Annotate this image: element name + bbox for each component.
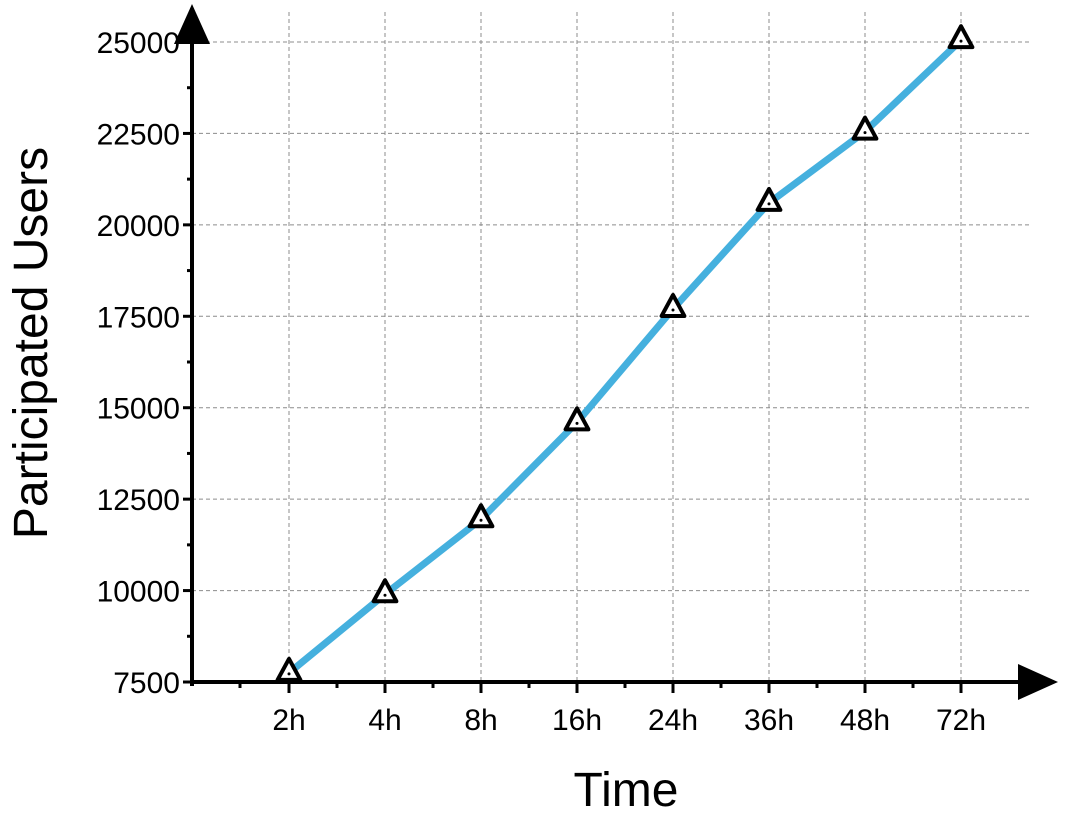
marker-center-dot <box>767 202 771 206</box>
marker-center-dot <box>287 672 291 676</box>
grid <box>192 12 1030 682</box>
y-tick-label: 25000 <box>97 27 180 60</box>
x-tick-label: 72h <box>936 704 986 737</box>
x-tick-label: 16h <box>552 704 602 737</box>
y-tick-label: 22500 <box>97 118 180 151</box>
marker-center-dot <box>479 518 483 522</box>
triangle-marker-icon <box>371 578 399 604</box>
triangle-marker-icon <box>851 115 879 141</box>
y-axis-arrow-icon <box>174 4 210 44</box>
triangle-marker-icon <box>563 406 591 432</box>
marker-center-dot <box>575 421 579 425</box>
series-markers <box>275 24 975 682</box>
y-tick-label: 12500 <box>97 484 180 517</box>
tick-labels: 7500 10000 12500 15000 17500 20000 22500 25000 2… <box>97 27 986 737</box>
triangle-marker-icon <box>755 186 783 212</box>
marker-center-dot <box>383 593 387 597</box>
marker-center-dot <box>863 131 867 135</box>
triangle-marker-icon <box>947 24 975 50</box>
triangle-marker-icon <box>659 292 687 318</box>
series-line-group <box>285 36 965 677</box>
x-axis-arrow-icon <box>1018 664 1058 700</box>
axes <box>174 4 1058 700</box>
y-tick-label: 17500 <box>97 301 180 334</box>
triangle-marker-icon <box>467 503 495 529</box>
x-tick-label: 4h <box>368 704 401 737</box>
x-tick-label: 2h <box>272 704 305 737</box>
series-line <box>285 36 965 677</box>
marker-center-dot <box>959 39 963 43</box>
x-tick-label: 8h <box>464 704 497 737</box>
x-tick-label: 36h <box>744 704 794 737</box>
y-tick-label: 15000 <box>97 393 180 426</box>
marker-center-dot <box>671 308 675 312</box>
y-tick-label: 10000 <box>97 576 180 609</box>
y-tick-label: 7500 <box>113 667 180 700</box>
y-axis-title: Participated Users <box>5 147 58 539</box>
y-tick-label: 20000 <box>97 210 180 243</box>
x-tick-label: 48h <box>840 704 890 737</box>
x-axis-title: Time <box>574 764 679 813</box>
triangle-marker-icon <box>275 656 303 682</box>
x-tick-label: 24h <box>648 704 698 737</box>
